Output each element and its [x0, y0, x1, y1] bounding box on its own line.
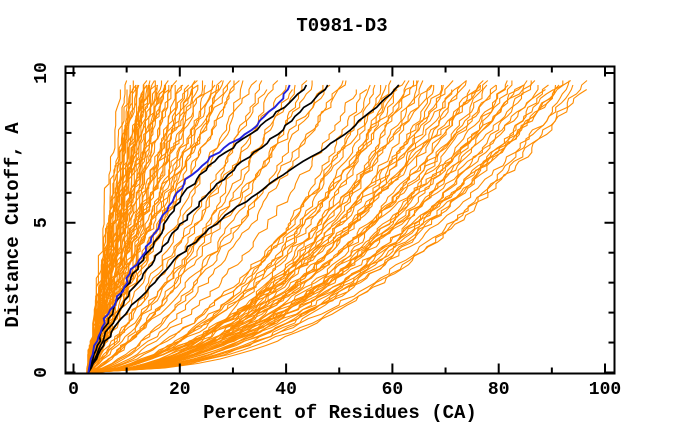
x-tick-label: 60 — [382, 380, 404, 400]
model-curve-orange — [87, 84, 525, 373]
x-tick-label: 40 — [275, 380, 297, 400]
axis-ticks — [65, 66, 615, 374]
model-curve-orange — [88, 80, 571, 373]
model-curve-orange — [88, 80, 155, 373]
x-tick-label: 100 — [589, 380, 621, 400]
model-curve-orange — [87, 89, 398, 373]
model-curve-orange — [89, 84, 432, 373]
y-tick-label: 0 — [32, 367, 52, 378]
model-curve-orange — [88, 84, 488, 373]
model-curve-orange — [88, 84, 549, 373]
model-curve-orange — [87, 84, 296, 373]
y-tick-label: 10 — [32, 62, 52, 84]
axes — [64, 65, 616, 375]
y-axis-label: Distance Cutoff, A — [2, 122, 24, 328]
model-curve-orange — [89, 89, 268, 373]
model-curve-orange — [86, 80, 235, 373]
model-curve-orange — [88, 89, 587, 373]
model-curve-orange — [87, 85, 443, 373]
model-curve-orange — [88, 84, 509, 373]
reference-curve-blue — [87, 84, 291, 373]
model-curve-orange — [86, 84, 462, 373]
chart-title: T0981-D3 — [296, 15, 387, 37]
highlight-curve-black — [87, 84, 308, 373]
x-tick-label: 80 — [488, 380, 510, 400]
model-curve-orange — [87, 85, 220, 373]
model-curve-orange — [88, 80, 467, 373]
model-curve-orange — [88, 80, 347, 373]
model-curve-orange — [87, 89, 189, 373]
model-curve-orange — [86, 80, 148, 373]
model-curve-orange — [88, 80, 419, 373]
model-curve-orange — [89, 84, 574, 373]
model-curve-orange — [88, 80, 128, 373]
model-curve-orange — [86, 84, 376, 373]
model-curve-orange — [89, 80, 344, 373]
model-curve-orange — [86, 85, 137, 373]
x-tick-label: 20 — [169, 380, 191, 400]
plot-area-curves — [86, 80, 588, 373]
model-curve-orange — [89, 89, 357, 373]
model-curve-orange — [86, 80, 564, 373]
model-curve-orange — [88, 84, 524, 373]
model-curve-orange — [87, 85, 324, 373]
model-curve-orange — [88, 80, 484, 373]
tick-labels: 0 20 40 60 80 100 0 5 10 — [32, 62, 621, 400]
model-curve-orange — [88, 84, 331, 373]
model-curve-orange — [87, 80, 406, 373]
model-curve-orange — [87, 89, 546, 373]
model-curve-orange — [87, 80, 454, 373]
highlight-curve-black — [87, 84, 400, 373]
model-curve-orange — [89, 84, 560, 373]
model-curve-orange — [88, 85, 497, 373]
model-curve-orange — [88, 85, 539, 373]
model-curve-orange — [87, 84, 199, 373]
highlight-curve-black — [87, 84, 329, 373]
model-curve-orange — [89, 80, 588, 373]
model-curve-orange — [88, 84, 159, 373]
x-axis-label: Percent of Residues (CA) — [203, 402, 477, 424]
x-tick-label: 0 — [68, 380, 79, 400]
model-curve-orange — [89, 80, 467, 373]
model-curve-orange — [88, 84, 482, 373]
model-curve-orange — [86, 80, 570, 373]
y-tick-label: 5 — [32, 217, 52, 228]
